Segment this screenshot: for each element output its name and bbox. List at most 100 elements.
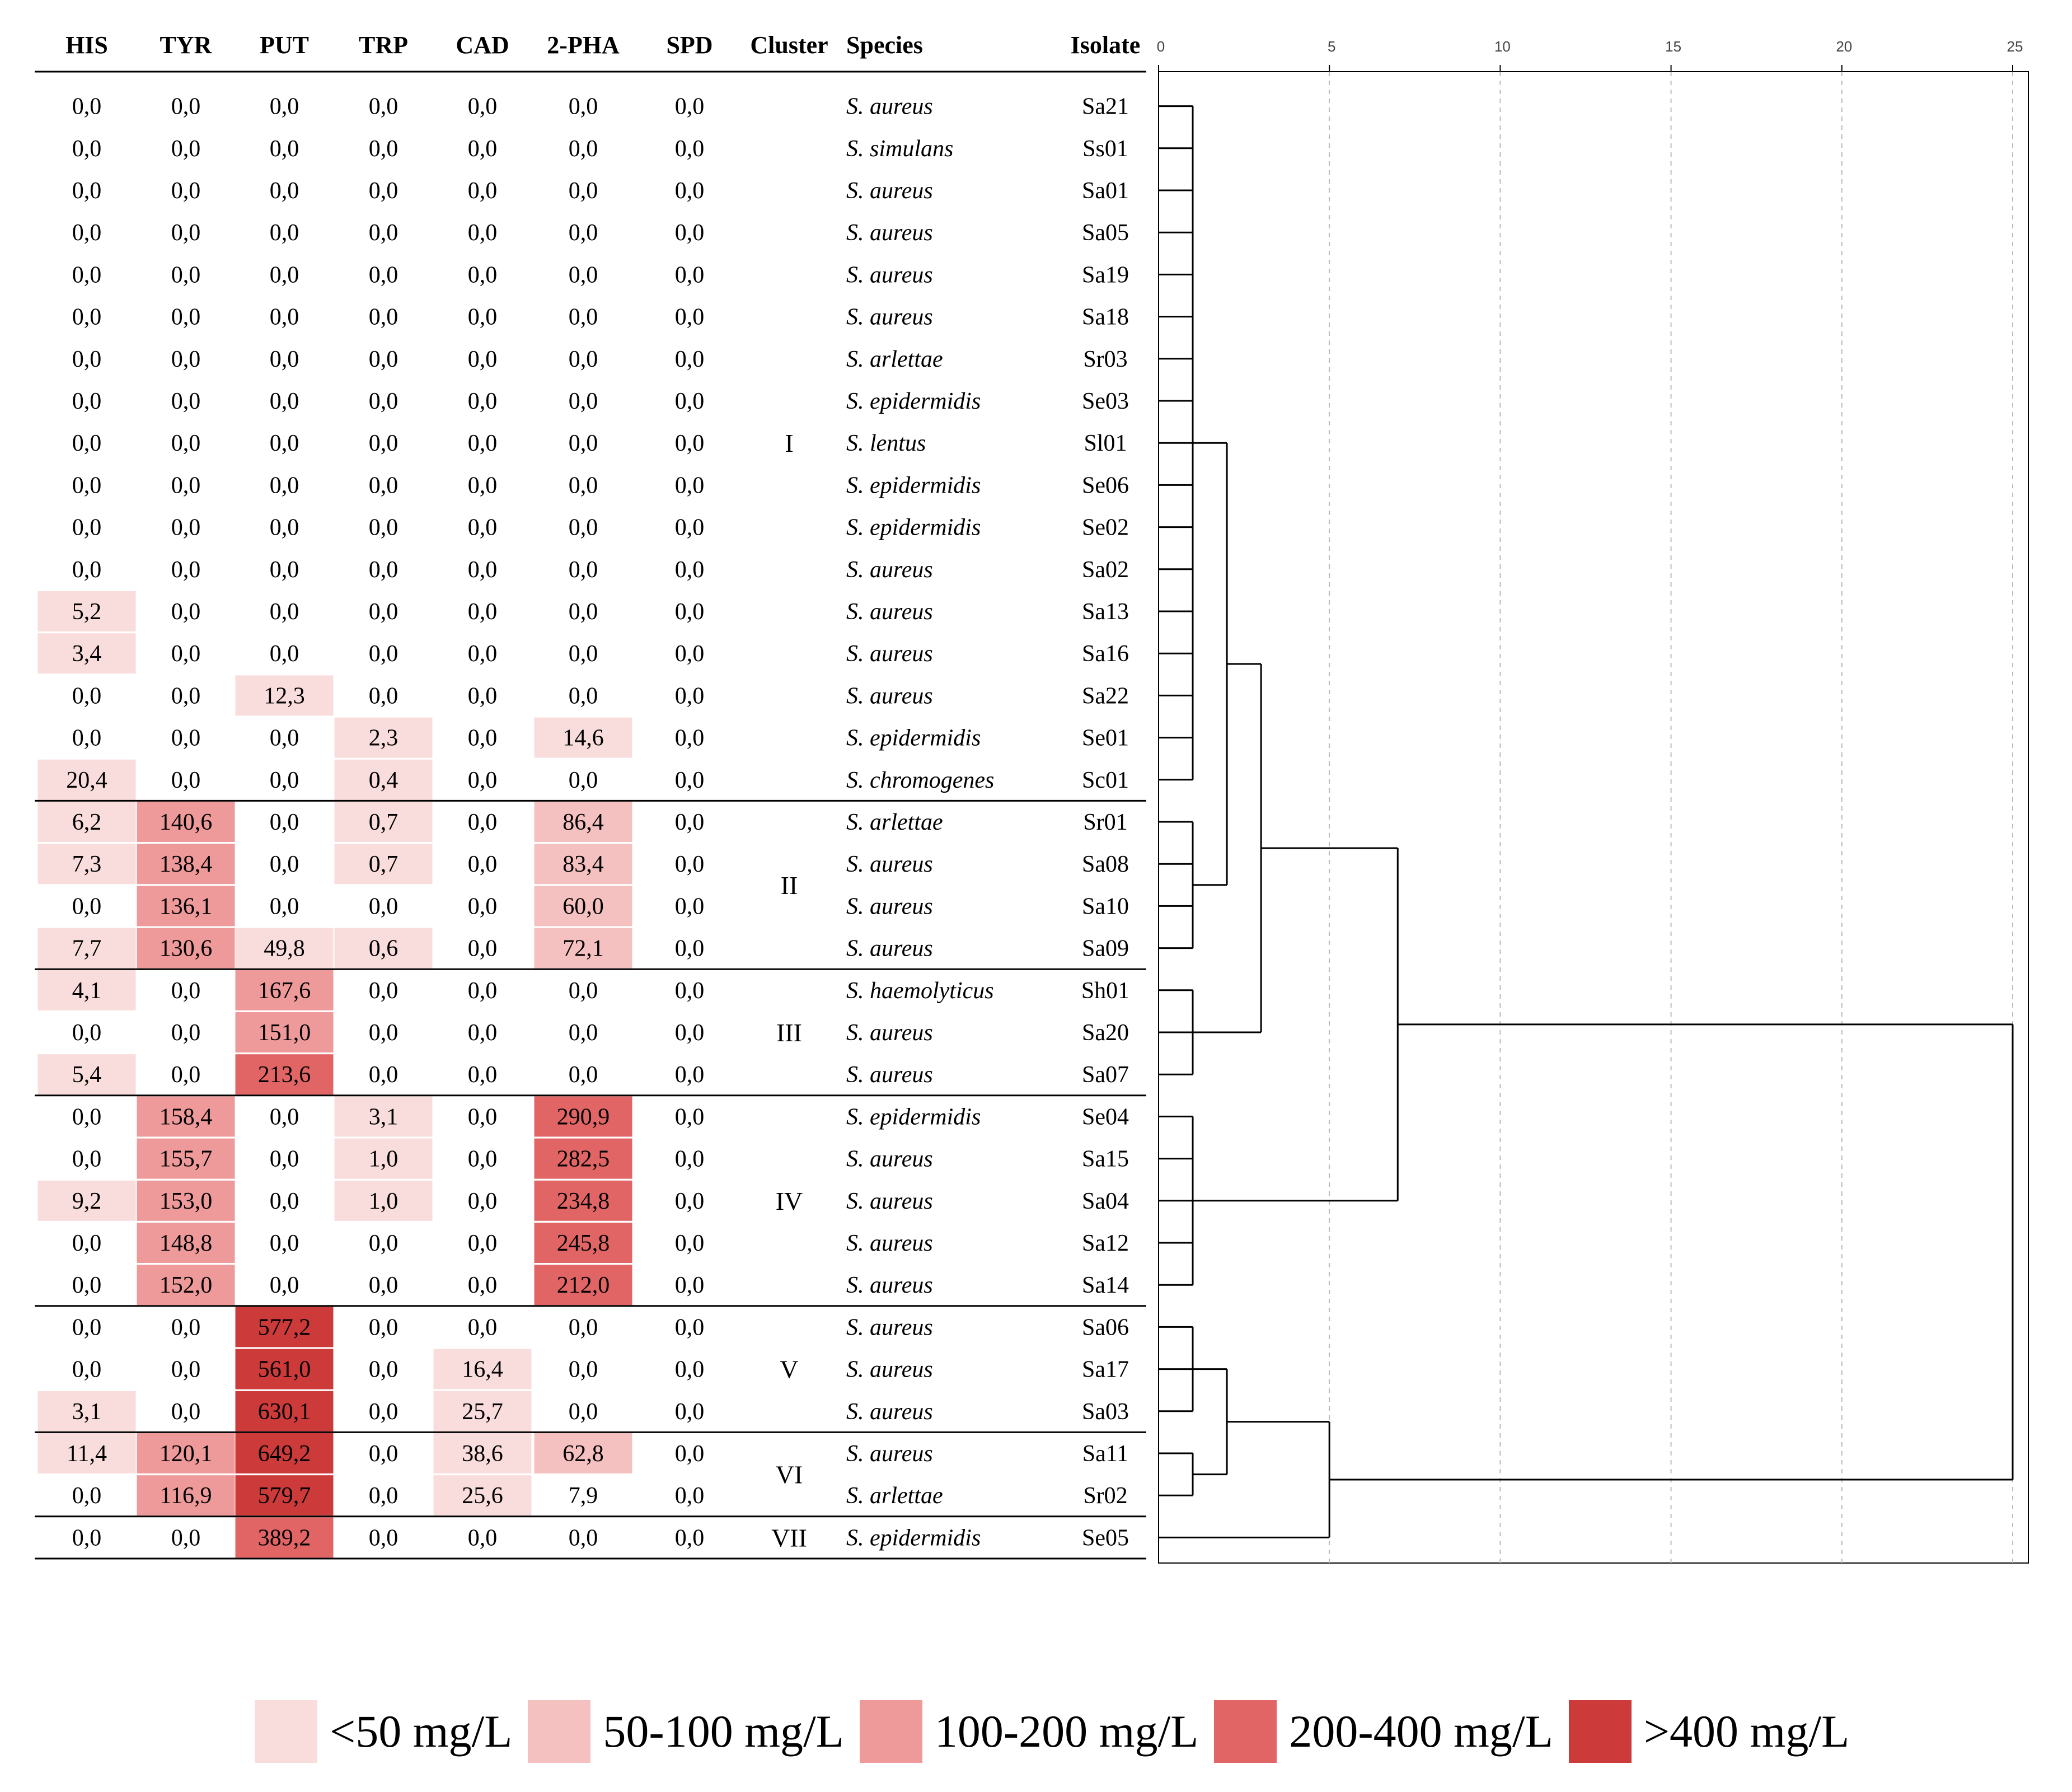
isolate-label: Sa20 xyxy=(1082,1020,1129,1046)
isolate-label: Sa02 xyxy=(1082,557,1129,583)
cell-value: 0,0 xyxy=(468,305,498,330)
heatmap-cell xyxy=(37,1180,136,1221)
cluster-label: V xyxy=(780,1355,798,1384)
column-header: TYR xyxy=(160,31,213,59)
isolate-label: Sa08 xyxy=(1082,851,1129,877)
axis-tick-label: 15 xyxy=(1665,38,1681,55)
cell-value: 0,0 xyxy=(171,978,201,1004)
cell-value: 0,0 xyxy=(369,641,399,667)
cell-value: 0,0 xyxy=(675,1441,705,1467)
cell-value: 0,0 xyxy=(171,641,201,667)
heatmap-cell xyxy=(334,802,433,842)
species-label: S. aureus xyxy=(846,1272,933,1298)
cell-value: 0,0 xyxy=(270,1272,299,1298)
heatmap-cell xyxy=(37,1054,136,1095)
cell-value: 0,0 xyxy=(171,1062,201,1088)
cell-value: 0,0 xyxy=(675,1399,705,1425)
cell-value: 11,4 xyxy=(67,1441,107,1467)
cell-value: 0,0 xyxy=(569,683,598,709)
legend-swatch xyxy=(1568,1700,1632,1763)
cell-value: 0,0 xyxy=(569,1314,598,1340)
cell-value: 0,0 xyxy=(468,683,498,709)
cell-value: 0,0 xyxy=(569,262,598,288)
species-label: S. aureus xyxy=(846,599,933,625)
heatmap-cell xyxy=(235,1391,334,1431)
heatmap-cell xyxy=(534,717,632,758)
heatmap-cell xyxy=(534,1265,632,1306)
heatmap-cell xyxy=(235,1012,334,1052)
cluster-label: I xyxy=(785,429,793,457)
cell-value: 153,0 xyxy=(160,1189,213,1214)
cell-value: 0,0 xyxy=(675,1314,705,1340)
column-header: SPD xyxy=(666,31,712,59)
cell-value: 0,0 xyxy=(569,641,598,667)
heatmap-cell xyxy=(37,633,136,674)
cell-value: 245,8 xyxy=(557,1230,610,1256)
cell-value: 49,8 xyxy=(264,936,305,962)
heatmap-cell xyxy=(235,1054,334,1095)
heatmap-cell xyxy=(433,1433,532,1473)
isolate-label: Sa05 xyxy=(1082,220,1129,246)
cell-value: 0,0 xyxy=(72,1483,102,1509)
cell-value: 0,0 xyxy=(468,431,498,456)
legend-swatch xyxy=(1214,1700,1277,1763)
isolate-label: Sa15 xyxy=(1082,1147,1129,1172)
cell-value: 0,0 xyxy=(468,1525,498,1551)
isolate-label: Sa13 xyxy=(1082,599,1129,625)
cell-value: 0,0 xyxy=(171,94,201,120)
cell-value: 0,0 xyxy=(675,1483,705,1509)
heatmap-cell xyxy=(37,928,136,968)
cell-value: 0,0 xyxy=(171,389,201,414)
cell-value: 0,0 xyxy=(468,599,498,625)
heatmap-cell xyxy=(334,717,433,758)
species-label: S. aureus xyxy=(846,1147,933,1172)
heatmap-cell xyxy=(334,1096,433,1137)
species-label: S. haemolyticus xyxy=(846,978,994,1004)
cell-value: 0,0 xyxy=(675,810,705,835)
cell-value: 86,4 xyxy=(562,810,604,835)
cell-value: 0,0 xyxy=(468,515,498,541)
cell-value: 0,0 xyxy=(369,515,399,541)
cell-value: 0,0 xyxy=(569,94,598,120)
cell-value: 0,0 xyxy=(171,557,201,583)
cell-value: 72,1 xyxy=(562,936,604,962)
isolate-label: Se05 xyxy=(1082,1525,1129,1551)
cell-value: 0,0 xyxy=(675,1272,705,1298)
cell-value: 0,0 xyxy=(468,557,498,583)
cell-value: 116,9 xyxy=(160,1483,212,1509)
cell-value: 0,0 xyxy=(369,220,399,246)
heatmap-cell xyxy=(137,1433,235,1473)
cell-value: 0,0 xyxy=(369,978,399,1004)
species-label: S. aureus xyxy=(846,1230,933,1256)
cell-value: 0,0 xyxy=(369,893,399,919)
cell-value: 0,0 xyxy=(675,1020,705,1046)
isolate-label: Se04 xyxy=(1082,1104,1129,1130)
cell-value: 0,0 xyxy=(569,389,598,414)
cell-value: 0,0 xyxy=(569,599,598,625)
heatmap-cell xyxy=(137,844,235,885)
cell-value: 25,7 xyxy=(462,1399,503,1425)
cell-value: 7,3 xyxy=(72,851,102,877)
cluster-label: VI xyxy=(776,1461,803,1489)
cell-value: 25,6 xyxy=(462,1483,503,1509)
legend-item: 100-200 mg/L xyxy=(859,1700,1198,1763)
heatmap-cell xyxy=(137,1138,235,1179)
cell-value: 120,1 xyxy=(160,1441,213,1467)
cluster-label: VII xyxy=(771,1523,807,1552)
heatmap-cell xyxy=(534,886,632,927)
cell-value: 0,0 xyxy=(171,262,201,288)
isolate-label: Sa18 xyxy=(1082,305,1129,330)
cell-value: 0,0 xyxy=(468,178,498,204)
cell-value: 0,0 xyxy=(171,1314,201,1340)
cell-value: 0,0 xyxy=(72,389,102,414)
isolate-label: Sa14 xyxy=(1082,1272,1129,1298)
cell-value: 167,6 xyxy=(258,978,311,1004)
legend-item: 200-400 mg/L xyxy=(1214,1700,1553,1763)
species-label: S. aureus xyxy=(846,936,933,962)
cell-value: 0,0 xyxy=(369,1357,399,1383)
heatmap-cell xyxy=(235,675,334,716)
cell-value: 0,0 xyxy=(369,557,399,583)
cell-value: 0,0 xyxy=(171,305,201,330)
isolate-label: Sh01 xyxy=(1081,978,1129,1004)
heatmap-cell xyxy=(37,759,136,800)
